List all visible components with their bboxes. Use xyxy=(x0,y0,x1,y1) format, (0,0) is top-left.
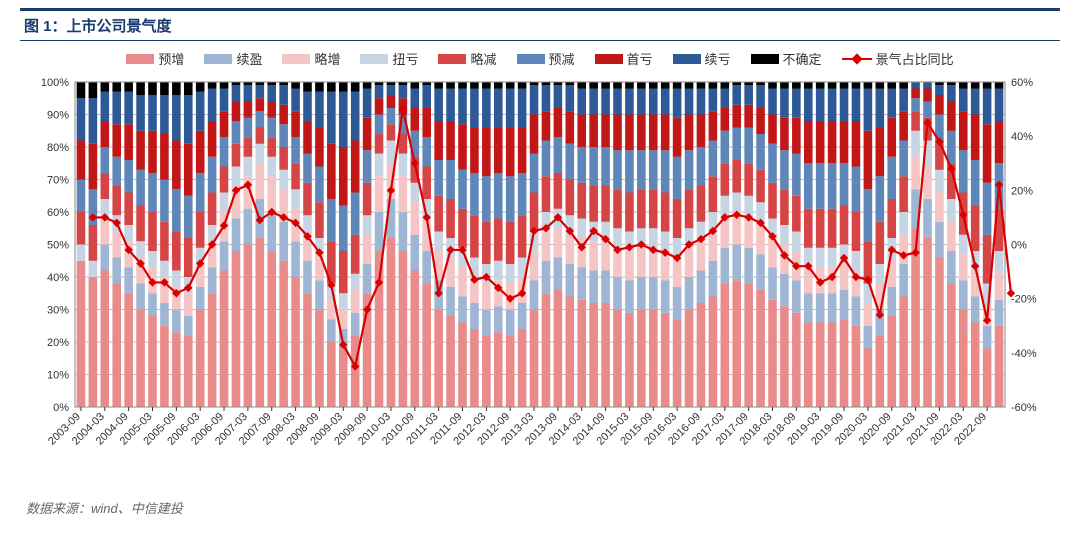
data-source: 数据来源：wind、中信建投 xyxy=(20,492,1060,517)
legend-item: 略增 xyxy=(282,49,340,68)
svg-text:30%: 30% xyxy=(47,305,69,317)
legend-item: 首亏 xyxy=(595,49,653,68)
svg-text:90%: 90% xyxy=(47,110,69,122)
svg-text:70%: 70% xyxy=(47,175,69,187)
legend-item: 景气占比同比 xyxy=(842,49,954,68)
chart-title: 图 1：上市公司景气度 xyxy=(20,8,1060,41)
legend: 预增 续盈 略增 扭亏 略减 预减 首亏 续亏 不确定 景气占比同比 xyxy=(20,41,1060,72)
svg-text:10%: 10% xyxy=(47,370,69,382)
chart-area: 0% 10% 20% 30% 40% 50% 60% 70% 80% 90% 100% -60% -40… xyxy=(20,72,1060,492)
legend-item: 扭亏 xyxy=(360,49,418,68)
svg-text:50%: 50% xyxy=(47,240,69,252)
legend-item: 略减 xyxy=(438,49,496,68)
svg-text:40%: 40% xyxy=(47,272,69,284)
svg-text:40%: 40% xyxy=(1011,131,1033,143)
svg-text:0%: 0% xyxy=(53,402,69,414)
svg-text:20%: 20% xyxy=(47,337,69,349)
svg-text:60%: 60% xyxy=(1011,77,1033,89)
svg-text:80%: 80% xyxy=(47,142,69,154)
svg-text:-60%: -60% xyxy=(1011,402,1037,414)
svg-text:0%: 0% xyxy=(1011,240,1027,252)
svg-text:60%: 60% xyxy=(47,207,69,219)
legend-item: 预增 xyxy=(126,49,184,68)
svg-text:-20%: -20% xyxy=(1011,294,1037,306)
legend-item: 续亏 xyxy=(673,49,731,68)
svg-text:20%: 20% xyxy=(1011,185,1033,197)
legend-item: 续盈 xyxy=(204,49,262,68)
svg-text:-40%: -40% xyxy=(1011,348,1037,360)
svg-text:100%: 100% xyxy=(41,77,69,89)
legend-item: 不确定 xyxy=(751,49,822,68)
legend-item: 预减 xyxy=(517,49,575,68)
